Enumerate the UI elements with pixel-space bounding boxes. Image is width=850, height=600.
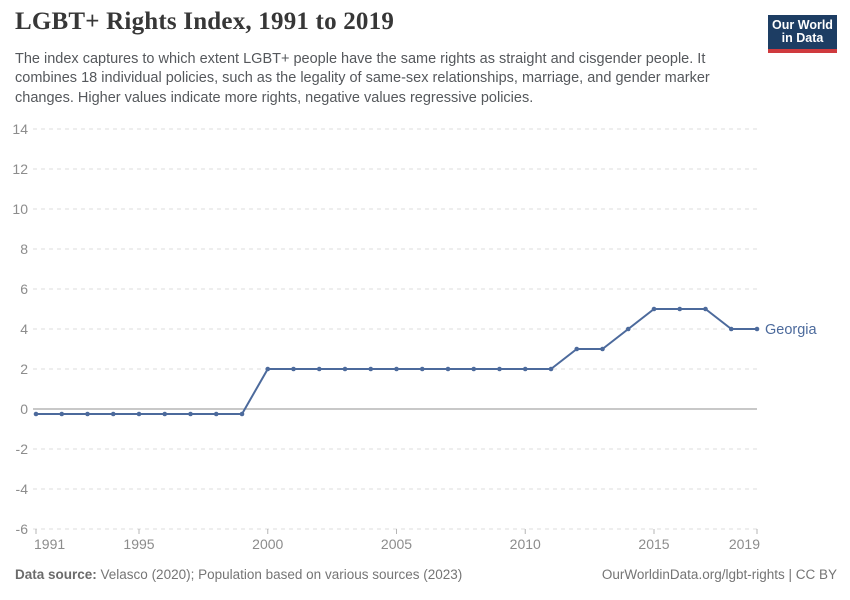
data-point-1991[interactable] bbox=[33, 411, 39, 417]
series-end-label-georgia[interactable]: Georgia bbox=[765, 322, 818, 338]
x-axis-label-2000: 2000 bbox=[252, 536, 283, 552]
data-point-1999[interactable] bbox=[239, 411, 245, 417]
data-point-2004[interactable] bbox=[368, 366, 374, 372]
y-axis-label--6: -6 bbox=[16, 521, 29, 537]
y-axis-label-8: 8 bbox=[20, 241, 28, 257]
owid-logo-line2: in Data bbox=[781, 31, 824, 45]
owid-logo-box: Our World in Data bbox=[768, 15, 837, 49]
chart-footer: Data source: Velasco (2020); Population … bbox=[15, 567, 837, 582]
y-axis-label--4: -4 bbox=[16, 481, 29, 497]
data-point-2010[interactable] bbox=[522, 366, 528, 372]
data-point-2007[interactable] bbox=[445, 366, 451, 372]
y-axis-label-12: 12 bbox=[12, 161, 28, 177]
data-source-note: Data source: Velasco (2020); Population … bbox=[15, 567, 462, 582]
data-point-2013[interactable] bbox=[600, 346, 605, 352]
data-source-label: Data source: bbox=[15, 567, 97, 582]
data-point-2015[interactable] bbox=[651, 306, 657, 312]
data-point-1994[interactable] bbox=[110, 411, 116, 417]
data-point-1998[interactable] bbox=[213, 411, 219, 417]
chart-title: LGBT+ Rights Index, 1991 to 2019 bbox=[15, 8, 395, 35]
chart-subtitle: The index captures to which extent LGBT+… bbox=[15, 51, 710, 106]
x-axis-label-2015: 2015 bbox=[638, 536, 669, 552]
y-axis-label-14: 14 bbox=[12, 121, 28, 137]
data-point-1992[interactable] bbox=[59, 411, 65, 417]
x-axis-label-1991: 1991 bbox=[34, 536, 65, 552]
y-axis-label-4: 4 bbox=[20, 321, 28, 337]
x-axis-label-2005: 2005 bbox=[381, 536, 412, 552]
data-point-1996[interactable] bbox=[162, 411, 168, 417]
data-point-2019[interactable] bbox=[754, 326, 760, 332]
data-point-1997[interactable] bbox=[188, 411, 193, 417]
y-axis-label-2: 2 bbox=[20, 361, 28, 377]
data-point-2009[interactable] bbox=[497, 366, 502, 372]
y-axis-label-10: 10 bbox=[12, 201, 28, 217]
owid-logo-red-bar bbox=[768, 49, 837, 53]
y-axis-label-6: 6 bbox=[20, 281, 28, 297]
data-source-text: Velasco (2020); Population based on vari… bbox=[96, 567, 463, 582]
data-point-2014[interactable] bbox=[625, 326, 631, 332]
data-point-2006[interactable] bbox=[419, 366, 425, 372]
data-point-2011[interactable] bbox=[548, 366, 554, 372]
data-point-2016[interactable] bbox=[677, 306, 683, 312]
data-point-2008[interactable] bbox=[471, 366, 477, 372]
y-axis-label-0: 0 bbox=[20, 401, 28, 417]
x-axis-label-2010: 2010 bbox=[510, 536, 541, 552]
data-point-2017[interactable] bbox=[703, 306, 708, 312]
x-axis-label-1995: 1995 bbox=[123, 536, 154, 552]
data-point-1995[interactable] bbox=[136, 411, 142, 417]
data-point-2012[interactable] bbox=[574, 346, 580, 352]
y-axis-label--2: -2 bbox=[16, 441, 29, 457]
data-point-2005[interactable] bbox=[394, 366, 399, 372]
data-point-2000[interactable] bbox=[265, 366, 271, 372]
series-line-georgia[interactable] bbox=[36, 308, 757, 415]
data-point-2002[interactable] bbox=[316, 366, 322, 372]
data-point-1993[interactable] bbox=[85, 411, 90, 417]
x-axis-label-2019: 2019 bbox=[729, 536, 760, 552]
data-point-2001[interactable] bbox=[291, 366, 296, 372]
owid-logo[interactable]: Our World in Data bbox=[768, 15, 837, 53]
data-point-2018[interactable] bbox=[728, 326, 734, 332]
owid-logo-line1: Our World bbox=[772, 18, 833, 32]
data-point-2003[interactable] bbox=[342, 366, 348, 372]
owid-url-license-link[interactable]: OurWorldinData.org/lgbt-rights | CC BY bbox=[601, 567, 837, 582]
